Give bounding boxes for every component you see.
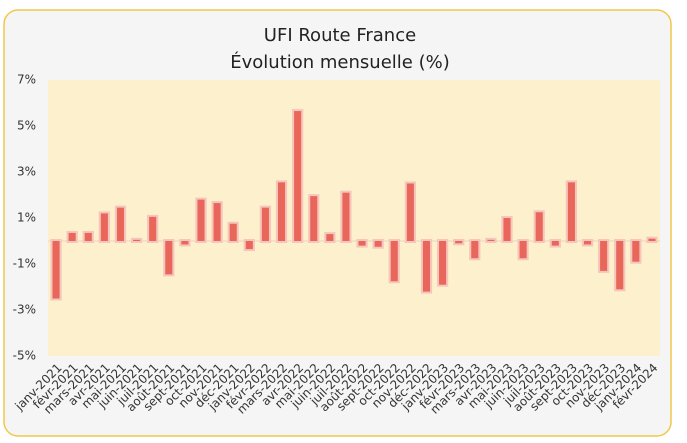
bar — [648, 238, 656, 241]
bar — [503, 218, 511, 241]
bar — [165, 241, 173, 275]
bar — [294, 111, 302, 241]
y-tick-label: 7% — [17, 73, 36, 87]
bar — [519, 241, 527, 259]
bar — [616, 241, 624, 290]
bar — [567, 182, 575, 241]
chart-title: UFI Route France — [264, 25, 416, 46]
bar — [342, 192, 350, 241]
bar — [213, 203, 221, 241]
bar — [100, 213, 108, 241]
bar — [455, 241, 463, 244]
bar — [310, 196, 318, 241]
bar — [116, 207, 125, 241]
bar — [439, 241, 447, 285]
chart-subtitle: Évolution mensuelle (%) — [230, 51, 449, 73]
y-tick-label: 1% — [17, 211, 36, 225]
bar — [406, 183, 414, 241]
bar — [181, 241, 189, 245]
bar — [487, 239, 495, 241]
bar — [229, 223, 237, 241]
bar — [632, 241, 640, 262]
bar — [600, 241, 608, 271]
bar — [52, 241, 60, 299]
bar — [326, 234, 334, 241]
bar — [422, 241, 431, 292]
bar — [535, 212, 543, 241]
y-tick-label: -5% — [13, 349, 36, 363]
bar — [390, 241, 398, 282]
bar — [358, 241, 366, 246]
y-tick-label: -3% — [13, 303, 36, 317]
y-tick-label: -1% — [13, 257, 36, 271]
bar — [84, 232, 92, 241]
bar — [149, 216, 157, 241]
y-tick-label: 5% — [17, 119, 36, 133]
bar — [261, 207, 269, 241]
bar — [374, 241, 382, 247]
bar — [245, 241, 253, 250]
bar — [197, 199, 205, 241]
bar — [583, 241, 592, 245]
bar — [471, 241, 479, 259]
bar — [68, 232, 76, 241]
bar — [133, 239, 141, 241]
bar — [277, 182, 286, 241]
bar — [551, 241, 559, 246]
y-tick-label: 3% — [17, 165, 36, 179]
